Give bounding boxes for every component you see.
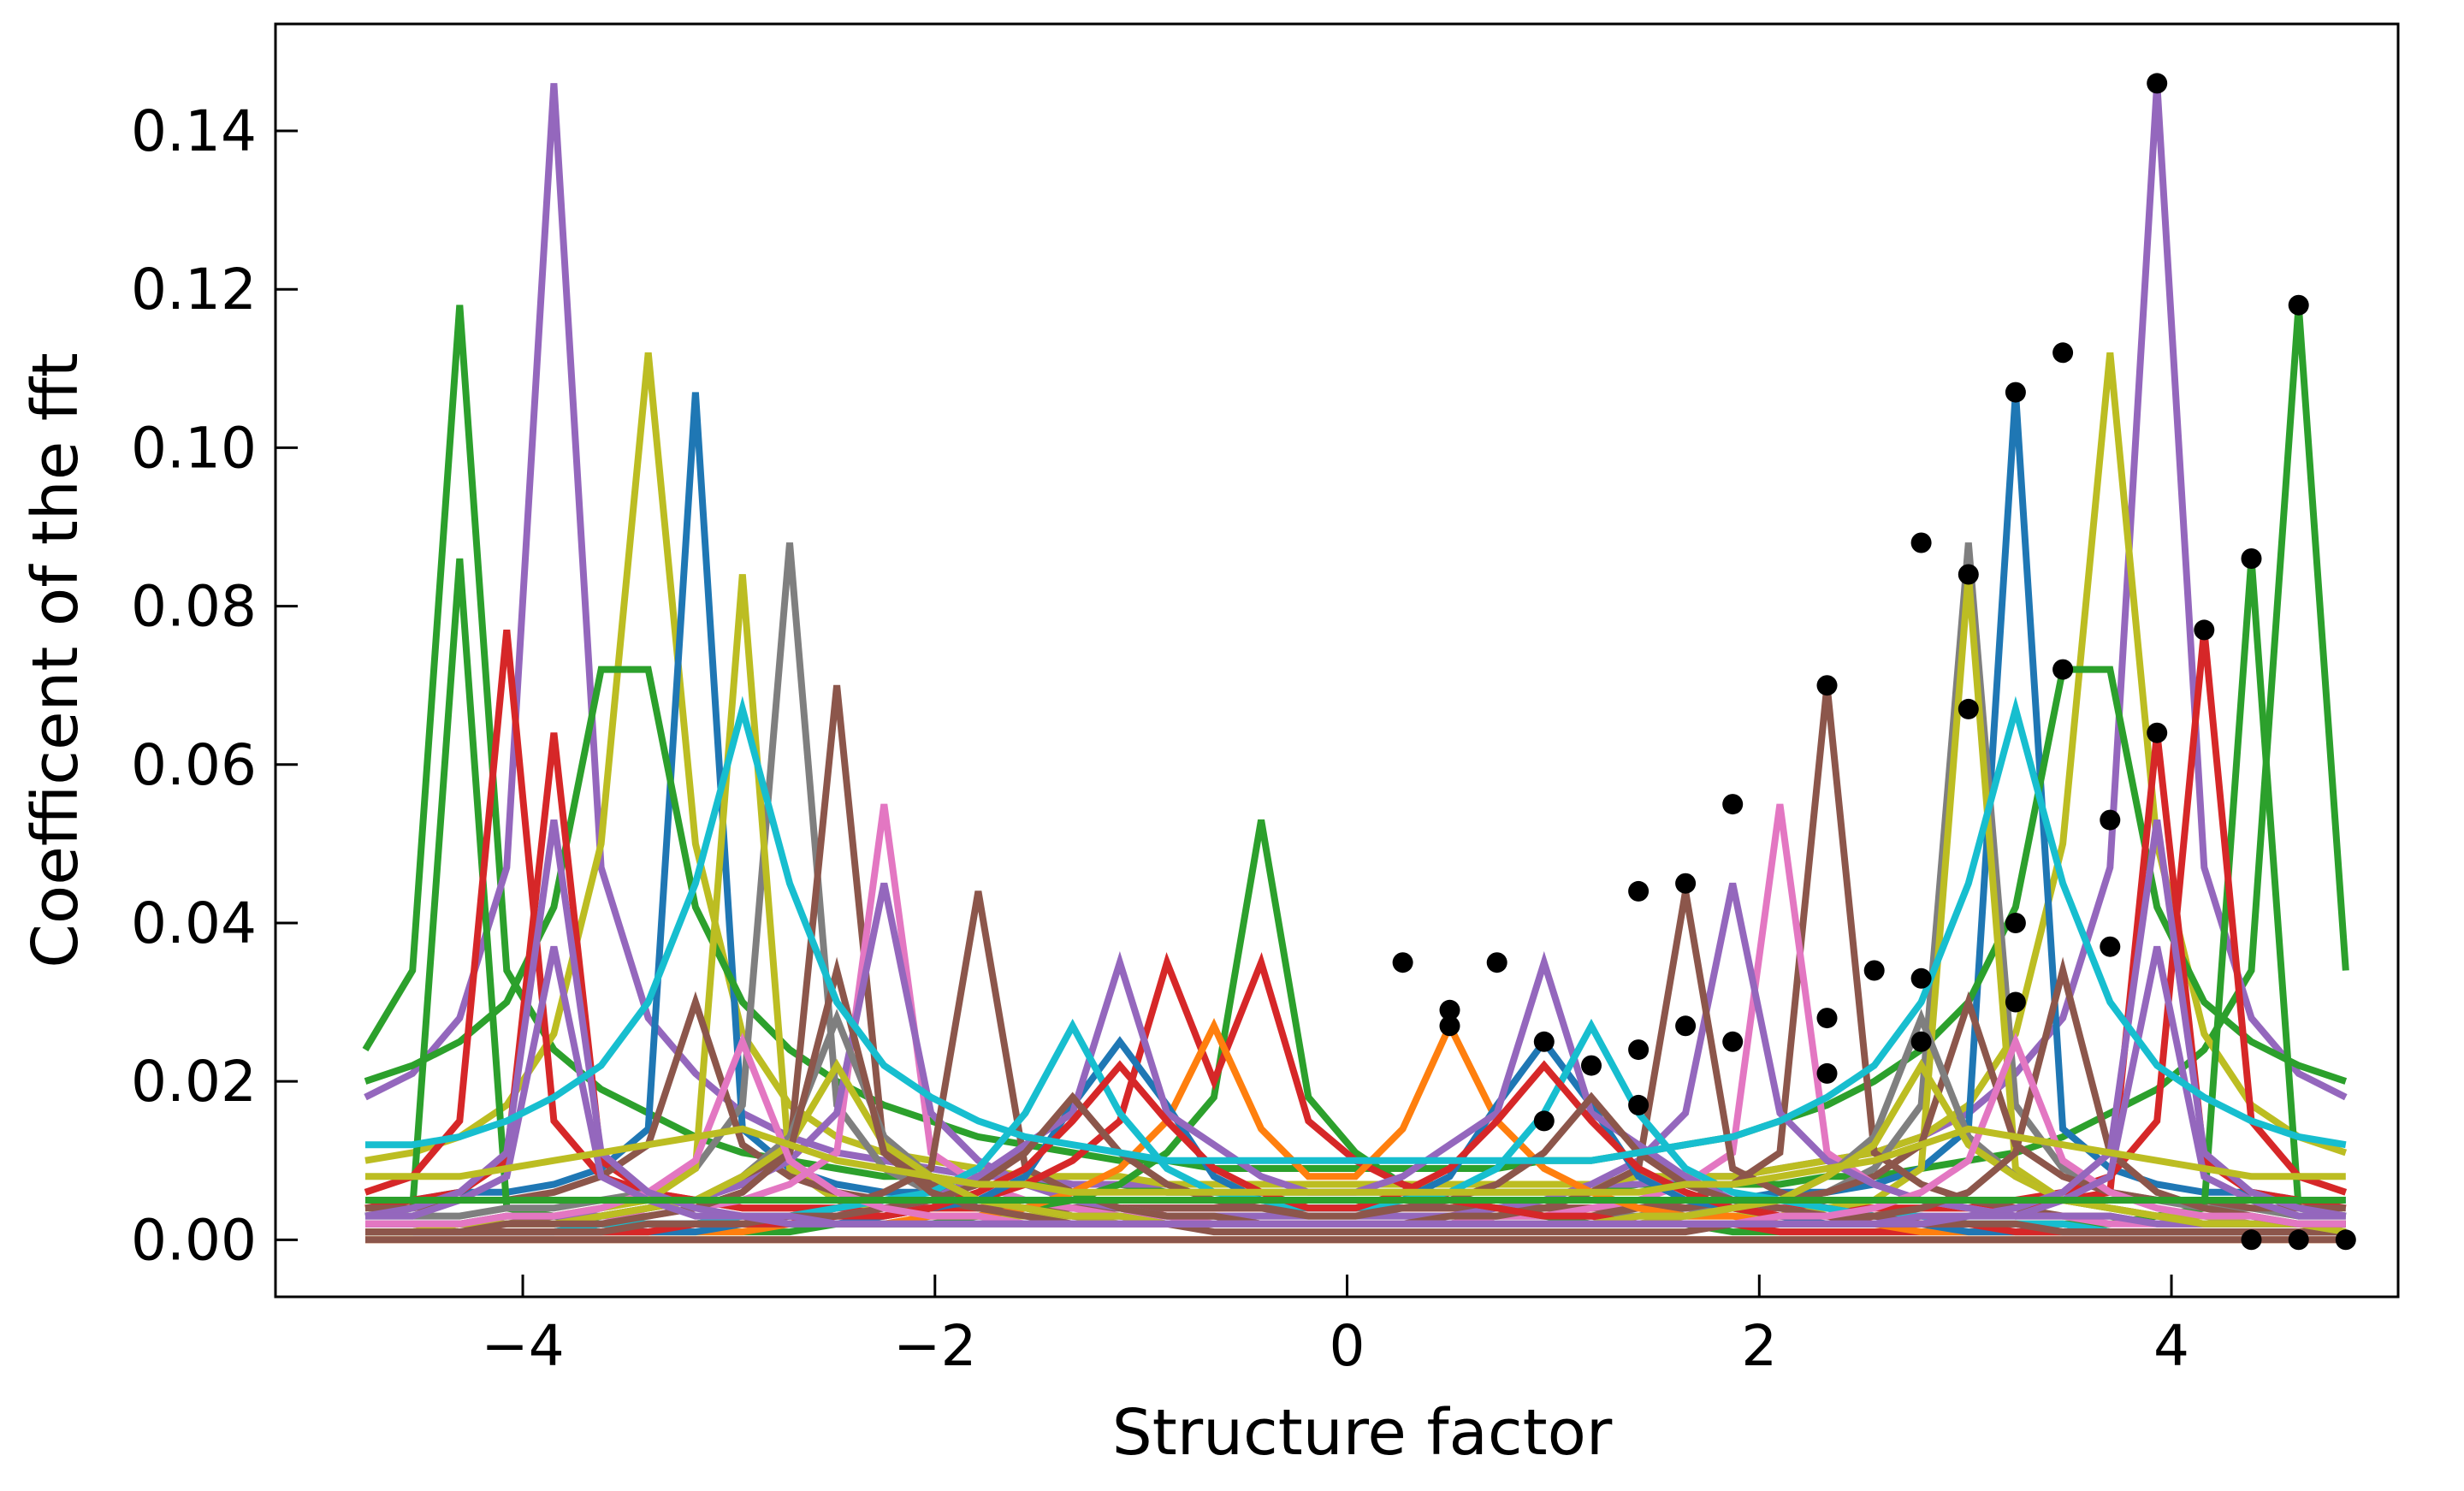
y-tick-label: 0.14 xyxy=(131,98,257,164)
peak-marker-12 xyxy=(1675,1015,1697,1037)
peak-marker-27 xyxy=(2052,342,2074,364)
peak-marker-7 xyxy=(1581,1055,1602,1076)
y-tick-label: 0.02 xyxy=(131,1049,257,1115)
x-tick-label: 0 xyxy=(1330,1313,1365,1379)
series-line-33 xyxy=(365,1125,2346,1196)
peak-marker-26 xyxy=(2005,991,2026,1013)
series-layer xyxy=(362,83,2349,1244)
x-axis-label: Structure factor xyxy=(1112,1396,1613,1470)
peak-marker-32 xyxy=(2147,722,2168,743)
peak-marker-31 xyxy=(2147,73,2168,94)
series-line-3 xyxy=(364,352,2348,1188)
peak-marker-2 xyxy=(1439,999,1460,1021)
peak-marker-17 xyxy=(1816,1062,1838,1084)
y-tick-label: 0.10 xyxy=(131,415,257,481)
peak-marker-4 xyxy=(1486,952,1507,973)
peak-marker-21 xyxy=(1910,1031,1932,1052)
peak-marker-8 xyxy=(1628,880,1650,902)
peak-marker-25 xyxy=(2005,913,2026,933)
x-tick-label: −2 xyxy=(893,1313,976,1379)
peak-marker-11 xyxy=(1675,873,1697,894)
peak-marker-29 xyxy=(2100,809,2121,831)
peak-marker-23 xyxy=(1958,698,1979,719)
x-tick-label: 2 xyxy=(1741,1313,1777,1379)
peak-marker-33 xyxy=(2194,619,2215,641)
y-tick-label: 0.12 xyxy=(131,257,257,322)
peak-marker-34 xyxy=(2241,548,2262,569)
peak-marker-15 xyxy=(1816,675,1838,696)
plot-frame xyxy=(274,22,2400,1299)
peak-marker-3 xyxy=(1439,1015,1460,1037)
peak-marker-19 xyxy=(1910,532,1932,553)
y-tick-label: 0.04 xyxy=(131,890,257,956)
peak-marker-5 xyxy=(1533,1031,1555,1052)
peak-marker-22 xyxy=(1958,564,1979,585)
y-axis-label: Coefficent of the fft xyxy=(19,352,92,967)
peak-marker-18 xyxy=(1863,960,1885,981)
peak-marker-10 xyxy=(1628,1094,1650,1115)
peak-marker-24 xyxy=(2005,382,2026,403)
series-line-5 xyxy=(364,666,2348,1172)
y-tick-label: 0.06 xyxy=(131,732,257,798)
peak-marker-6 xyxy=(1533,1110,1555,1132)
series-line-29 xyxy=(365,945,2346,1228)
y-tick-label: 0.08 xyxy=(131,574,257,640)
peak-marker-28 xyxy=(2052,659,2074,680)
marker-layer xyxy=(1392,73,2356,1251)
series-line-32 xyxy=(365,695,2347,1164)
peak-marker-30 xyxy=(2100,936,2121,957)
peak-marker-35 xyxy=(2288,294,2309,316)
peak-marker-13 xyxy=(1722,794,1744,815)
peak-marker-38 xyxy=(2335,1229,2356,1251)
x-axis: −4 −2 0 2 4 xyxy=(481,1275,2189,1379)
peak-marker-1 xyxy=(1392,952,1413,973)
peak-marker-9 xyxy=(1628,1039,1650,1061)
series-line-23 xyxy=(365,1092,2346,1236)
x-tick-label: −4 xyxy=(481,1313,564,1379)
peak-marker-16 xyxy=(1816,1008,1838,1029)
peak-marker-20 xyxy=(1910,967,1932,989)
x-tick-label: 4 xyxy=(2153,1313,2189,1379)
peak-marker-37 xyxy=(2288,1229,2309,1251)
peak-marker-14 xyxy=(1722,1031,1744,1052)
y-axis: 0.00 0.02 0.04 0.06 0.08 0.10 0.12 0.14 xyxy=(131,98,298,1273)
peak-marker-36 xyxy=(2241,1229,2262,1251)
y-tick-label: 0.00 xyxy=(131,1207,257,1273)
